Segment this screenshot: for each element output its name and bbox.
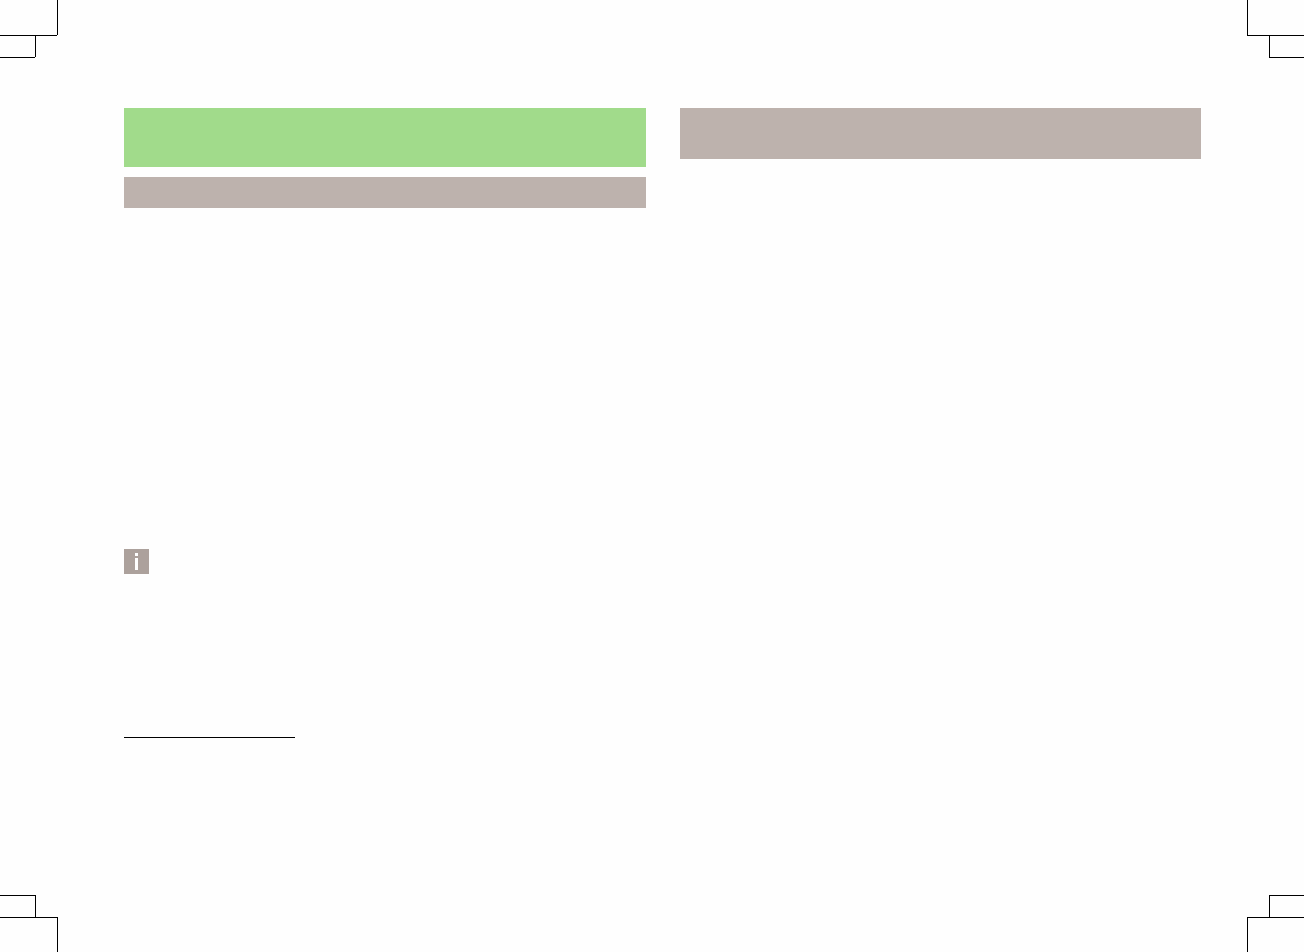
- footnote-divider: [124, 737, 295, 738]
- info-icon: [124, 549, 149, 574]
- section-header-bar-left: [124, 177, 646, 208]
- section-header-bar-right: [680, 108, 1201, 159]
- chapter-header-bar: [124, 108, 646, 167]
